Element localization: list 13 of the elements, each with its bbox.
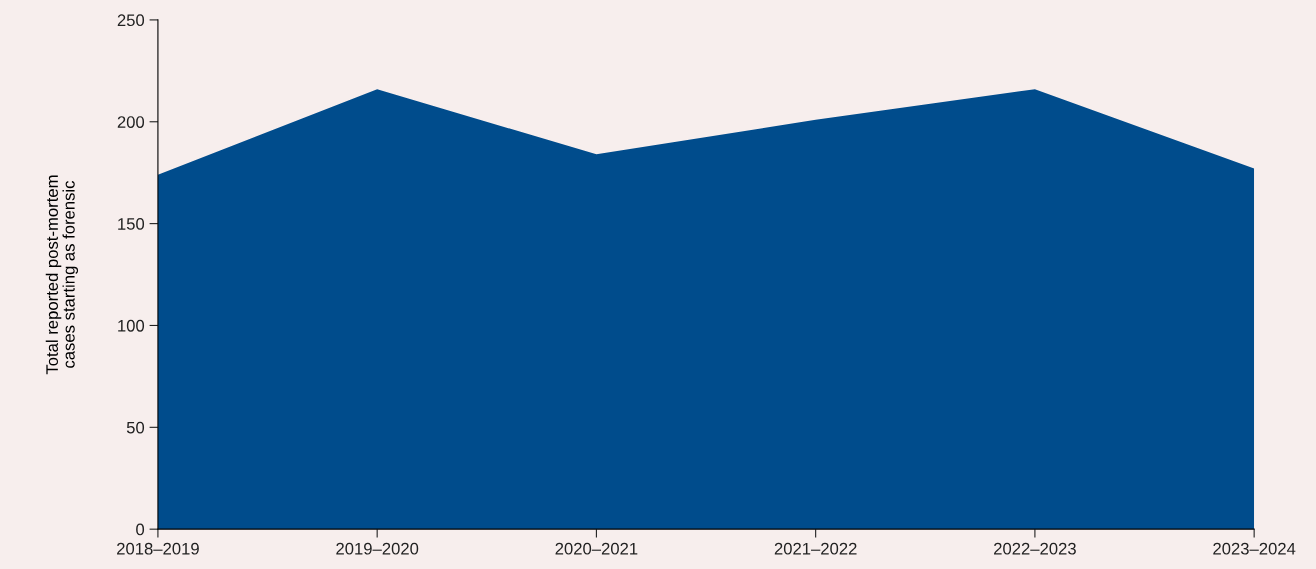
y-tick-label: 50 (126, 421, 145, 434)
x-tick-label: 2020–2021 (555, 542, 638, 555)
y-axis-title: Total reported post-mortem cases starting as forensic (45, 175, 79, 375)
y-tick-label: 150 (118, 218, 145, 230)
y-tick-label: 250 (117, 14, 145, 27)
x-tick-label: 2023–2024 (1213, 542, 1296, 555)
x-tick-label: 2022–2023 (994, 542, 1076, 555)
y-tick-label: 0 (136, 523, 145, 536)
x-tick-label: 2018–2019 (117, 542, 199, 555)
x-tick-label: 2021–2022 (774, 542, 857, 555)
y-tick-label: 200 (117, 116, 145, 128)
x-tick-label: 2019–2020 (336, 542, 419, 555)
y-tick-label: 100 (118, 319, 145, 332)
